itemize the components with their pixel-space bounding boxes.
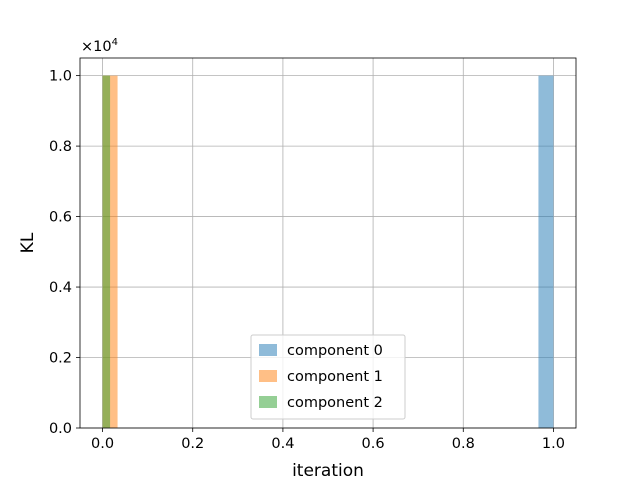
x-tick-label: 0.6 — [362, 436, 385, 452]
legend-label: component 1 — [287, 369, 383, 385]
x-tick-label: 0.8 — [452, 436, 475, 452]
legend-swatch — [259, 370, 277, 382]
legend-label: component 2 — [287, 395, 383, 411]
y-tick-label: 0.6 — [49, 210, 72, 226]
x-tick-label: 0.0 — [91, 436, 114, 452]
bar-component-0 — [538, 75, 554, 428]
y-axis-title: KL — [18, 232, 38, 253]
y-axis-multiplier-base: ×10 — [81, 39, 112, 55]
x-tick-label: 1.0 — [542, 436, 565, 452]
legend-box — [250, 334, 406, 420]
bars — [102, 75, 554, 428]
legend-swatch — [259, 396, 277, 408]
y-tick-label: 0.2 — [49, 351, 72, 367]
bar-component-2 — [102, 75, 111, 428]
x-axis-title: iteration — [292, 461, 364, 480]
legend: component 0 component 1 component 2 — [250, 334, 406, 420]
x-tick-label: 0.2 — [181, 436, 204, 452]
legend-label: component 0 — [287, 343, 383, 359]
y-tick-label: 0.4 — [49, 280, 72, 296]
y-tick-label: 1.0 — [49, 69, 72, 85]
y-axis-multiplier-exponent: 4 — [112, 37, 118, 48]
ticks: 0.0 0.2 0.4 0.6 0.8 1.0 0.0 0.2 0.4 0.6 0.8 1.0 — [49, 69, 565, 452]
y-tick-label: 0.8 — [49, 139, 72, 155]
y-axis-multiplier: ×104 — [81, 37, 118, 55]
y-tick-label: 0.0 — [49, 421, 72, 437]
x-tick-label: 0.4 — [271, 436, 294, 452]
legend-swatch — [259, 344, 277, 356]
axes-frame — [79, 57, 577, 429]
